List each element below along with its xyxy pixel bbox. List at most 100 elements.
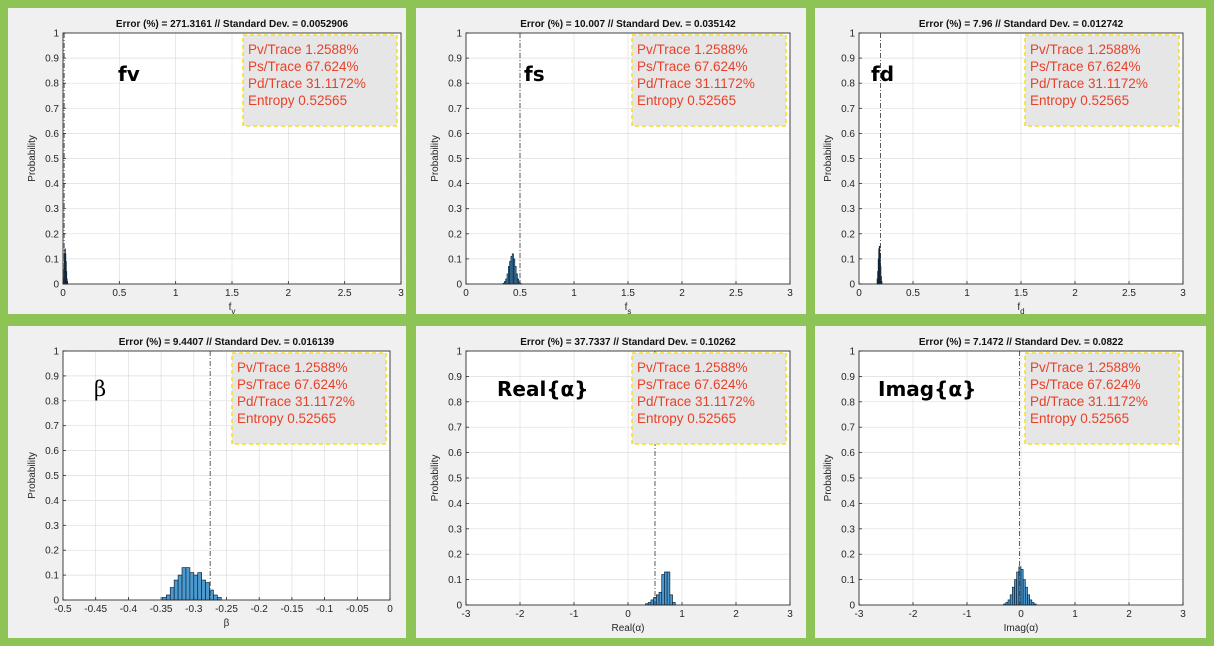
histogram-bar <box>658 591 663 606</box>
y-tick-label: 1 <box>53 347 59 358</box>
x-tick-label: -3 <box>855 609 864 620</box>
x-tick-labels: 0 0.5 1 1.5 2 2.5 3 <box>463 288 793 299</box>
y-tick-label: 0.1 <box>841 575 855 586</box>
chart-title: Error (%) = 10.007 // Standard Dev. = 0.… <box>520 19 736 30</box>
x-tick-label: 1.5 <box>1014 288 1028 299</box>
histogram-bar <box>213 594 218 601</box>
panel-label: Real{α} <box>497 377 589 401</box>
y-tick-label: 0.5 <box>448 474 462 485</box>
y-tick-label: 0.8 <box>448 79 462 90</box>
legend-entry: Pd/Trace 31.1172% <box>637 76 755 91</box>
x-tick-label: -0.15 <box>281 604 304 615</box>
stats-legend: Pv/Trace 1.2588% Ps/Trace 67.624% Pd/Trace… <box>631 352 787 445</box>
panel-label: fs <box>524 62 545 86</box>
x-axis-label: fv <box>229 302 236 314</box>
legend-entry: Entropy 0.52565 <box>1030 93 1129 108</box>
x-tick-label: 2.5 <box>729 288 743 299</box>
x-axis-label: Imag(α) <box>1004 623 1039 634</box>
y-tick-labels: 0 0.1 0.2 0.3 0.4 0.5 0.6 0.7 0.8 0.9 1 <box>448 29 462 291</box>
x-tick-label: 0.5 <box>906 288 920 299</box>
x-tick-label: 2 <box>733 609 739 620</box>
legend-entry: Pd/Trace 31.1172% <box>248 76 366 91</box>
y-axis-label: Probability <box>27 452 38 499</box>
y-tick-label: 0.6 <box>448 129 462 140</box>
histogram-bars <box>162 567 222 601</box>
histogram-bar <box>181 567 187 601</box>
x-tick-label: 2.5 <box>1122 288 1136 299</box>
y-tick-label: 0.8 <box>841 397 855 408</box>
chart-panel-beta: -0.5 -0.45 -0.4 -0.35 -0.3 -0.25 -0.2 -0.15 -0.1… <box>8 326 406 638</box>
panel-label: β <box>94 377 106 401</box>
y-tick-label: 0.6 <box>45 129 59 140</box>
y-axis-label: Probability <box>430 455 441 502</box>
legend-entry: Pd/Trace 31.1172% <box>637 394 755 409</box>
panel-label: fv <box>118 62 140 86</box>
histogram-bar <box>650 599 654 606</box>
y-tick-label: 0.4 <box>841 179 855 190</box>
stats-legend: Pv/Trace 1.2588% Ps/Trace 67.624% Pd/Trace… <box>631 34 787 127</box>
x-tick-label: -0.45 <box>84 604 107 615</box>
y-tick-label: 0.7 <box>841 423 855 434</box>
y-tick-label: 0.3 <box>45 204 59 215</box>
stats-legend: Pv/Trace 1.2588% Ps/Trace 67.624% Pd/Trace… <box>231 352 387 445</box>
histogram-bar <box>201 579 206 601</box>
y-tick-label: 0.3 <box>448 204 462 215</box>
histogram-bar <box>664 571 668 606</box>
chart-panel-imag-alpha: -3 -2 -1 0 1 2 3 0 0.1 0.2 0.3 0.4 0.5 0.6 0.7 0.8 0.9 1 E… <box>815 326 1206 638</box>
histogram-bar <box>173 579 179 601</box>
y-tick-label: 0.1 <box>45 571 59 582</box>
histogram-bar <box>193 574 199 601</box>
y-tick-label: 0.6 <box>448 448 462 459</box>
y-tick-label: 0 <box>456 601 462 612</box>
chart-title: Error (%) = 37.7337 // Standard Dev. = 0… <box>520 337 736 348</box>
legend-entry: Ps/Trace 67.624% <box>637 59 748 74</box>
chart-panel-fv: 0 0.5 1 1.5 2 2.5 3 0 0.1 0.2 0.3 0.4 0.5 0.6 0.7 0.8 0.… <box>8 8 406 314</box>
legend-entry: Entropy 0.52565 <box>637 93 736 108</box>
x-tick-label: -0.3 <box>185 604 203 615</box>
chart-svg-fs: 0 0.5 1 1.5 2 2.5 3 0 0.1 0.2 0.3 0.4 0.5 0.6 0.7 0.8 0.… <box>430 19 793 314</box>
y-tick-label: 0.7 <box>841 104 855 115</box>
x-tick-label: 2 <box>1126 609 1132 620</box>
x-axis-label: fd <box>1017 302 1024 314</box>
chart-panel-real-alpha: -3 -2 -1 0 1 2 3 0 0.1 0.2 0.3 0.4 0.5 0.6 0.7 0.8 0.9 1 E… <box>416 326 806 638</box>
y-tick-label: 0 <box>53 280 59 291</box>
x-tick-labels: 0 0.5 1 1.5 2 2.5 3 <box>60 288 404 299</box>
legend-box <box>1024 34 1180 127</box>
chart-svg-imag-alpha: -3 -2 -1 0 1 2 3 0 0.1 0.2 0.3 0.4 0.5 0.6 0.7 0.8 0.9 1 E… <box>823 337 1186 634</box>
histogram-bar <box>185 567 191 601</box>
x-tick-label: 3 <box>1180 609 1186 620</box>
y-tick-label: 0.9 <box>448 54 462 65</box>
x-tick-label: 1 <box>964 288 970 299</box>
x-tick-label: 1 <box>571 288 577 299</box>
histogram-bar <box>189 572 195 601</box>
stats-legend: Pv/Trace 1.2588% Ps/Trace 67.624% Pd/Trace… <box>242 34 398 127</box>
y-tick-label: 0.2 <box>448 229 462 240</box>
x-tick-label: 0 <box>856 288 862 299</box>
chart-title: Error (%) = 271.3161 // Standard Dev. = … <box>116 19 349 30</box>
x-axis-label: β <box>224 618 230 629</box>
y-tick-label: 0.2 <box>841 550 855 561</box>
legend-entry: Ps/Trace 67.624% <box>1030 59 1141 74</box>
x-tick-label: 0.5 <box>112 288 126 299</box>
y-tick-label: 0.1 <box>45 254 59 265</box>
y-tick-labels: 0 0.1 0.2 0.3 0.4 0.5 0.6 0.7 0.8 0.9 1 <box>841 347 855 612</box>
chart-panel-fs: 0 0.5 1 1.5 2 2.5 3 0 0.1 0.2 0.3 0.4 0.5 0.6 0.7 0.8 0.… <box>416 8 806 314</box>
legend-box <box>1024 352 1180 445</box>
x-tick-label: 1 <box>173 288 179 299</box>
y-tick-labels: 0 0.1 0.2 0.3 0.4 0.5 0.6 0.7 0.8 0.9 1 <box>448 347 462 612</box>
y-tick-label: 0.8 <box>45 396 59 407</box>
y-tick-label: 0.4 <box>45 496 59 507</box>
legend-entry: Ps/Trace 67.624% <box>1030 377 1141 392</box>
x-tick-label: 2 <box>679 288 685 299</box>
y-tick-label: 0.2 <box>45 546 59 557</box>
legend-entry: Entropy 0.52565 <box>637 411 736 426</box>
x-tick-label: -1 <box>570 609 579 620</box>
y-tick-label: 0.3 <box>45 521 59 532</box>
x-tick-label: -0.4 <box>120 604 138 615</box>
y-tick-label: 0.5 <box>45 471 59 482</box>
y-tick-label: 0 <box>849 601 855 612</box>
legend-entry: Pv/Trace 1.2588% <box>1030 42 1141 57</box>
legend-box <box>631 352 787 445</box>
x-tick-label: 0 <box>1018 609 1024 620</box>
y-tick-label: 0.3 <box>841 524 855 535</box>
